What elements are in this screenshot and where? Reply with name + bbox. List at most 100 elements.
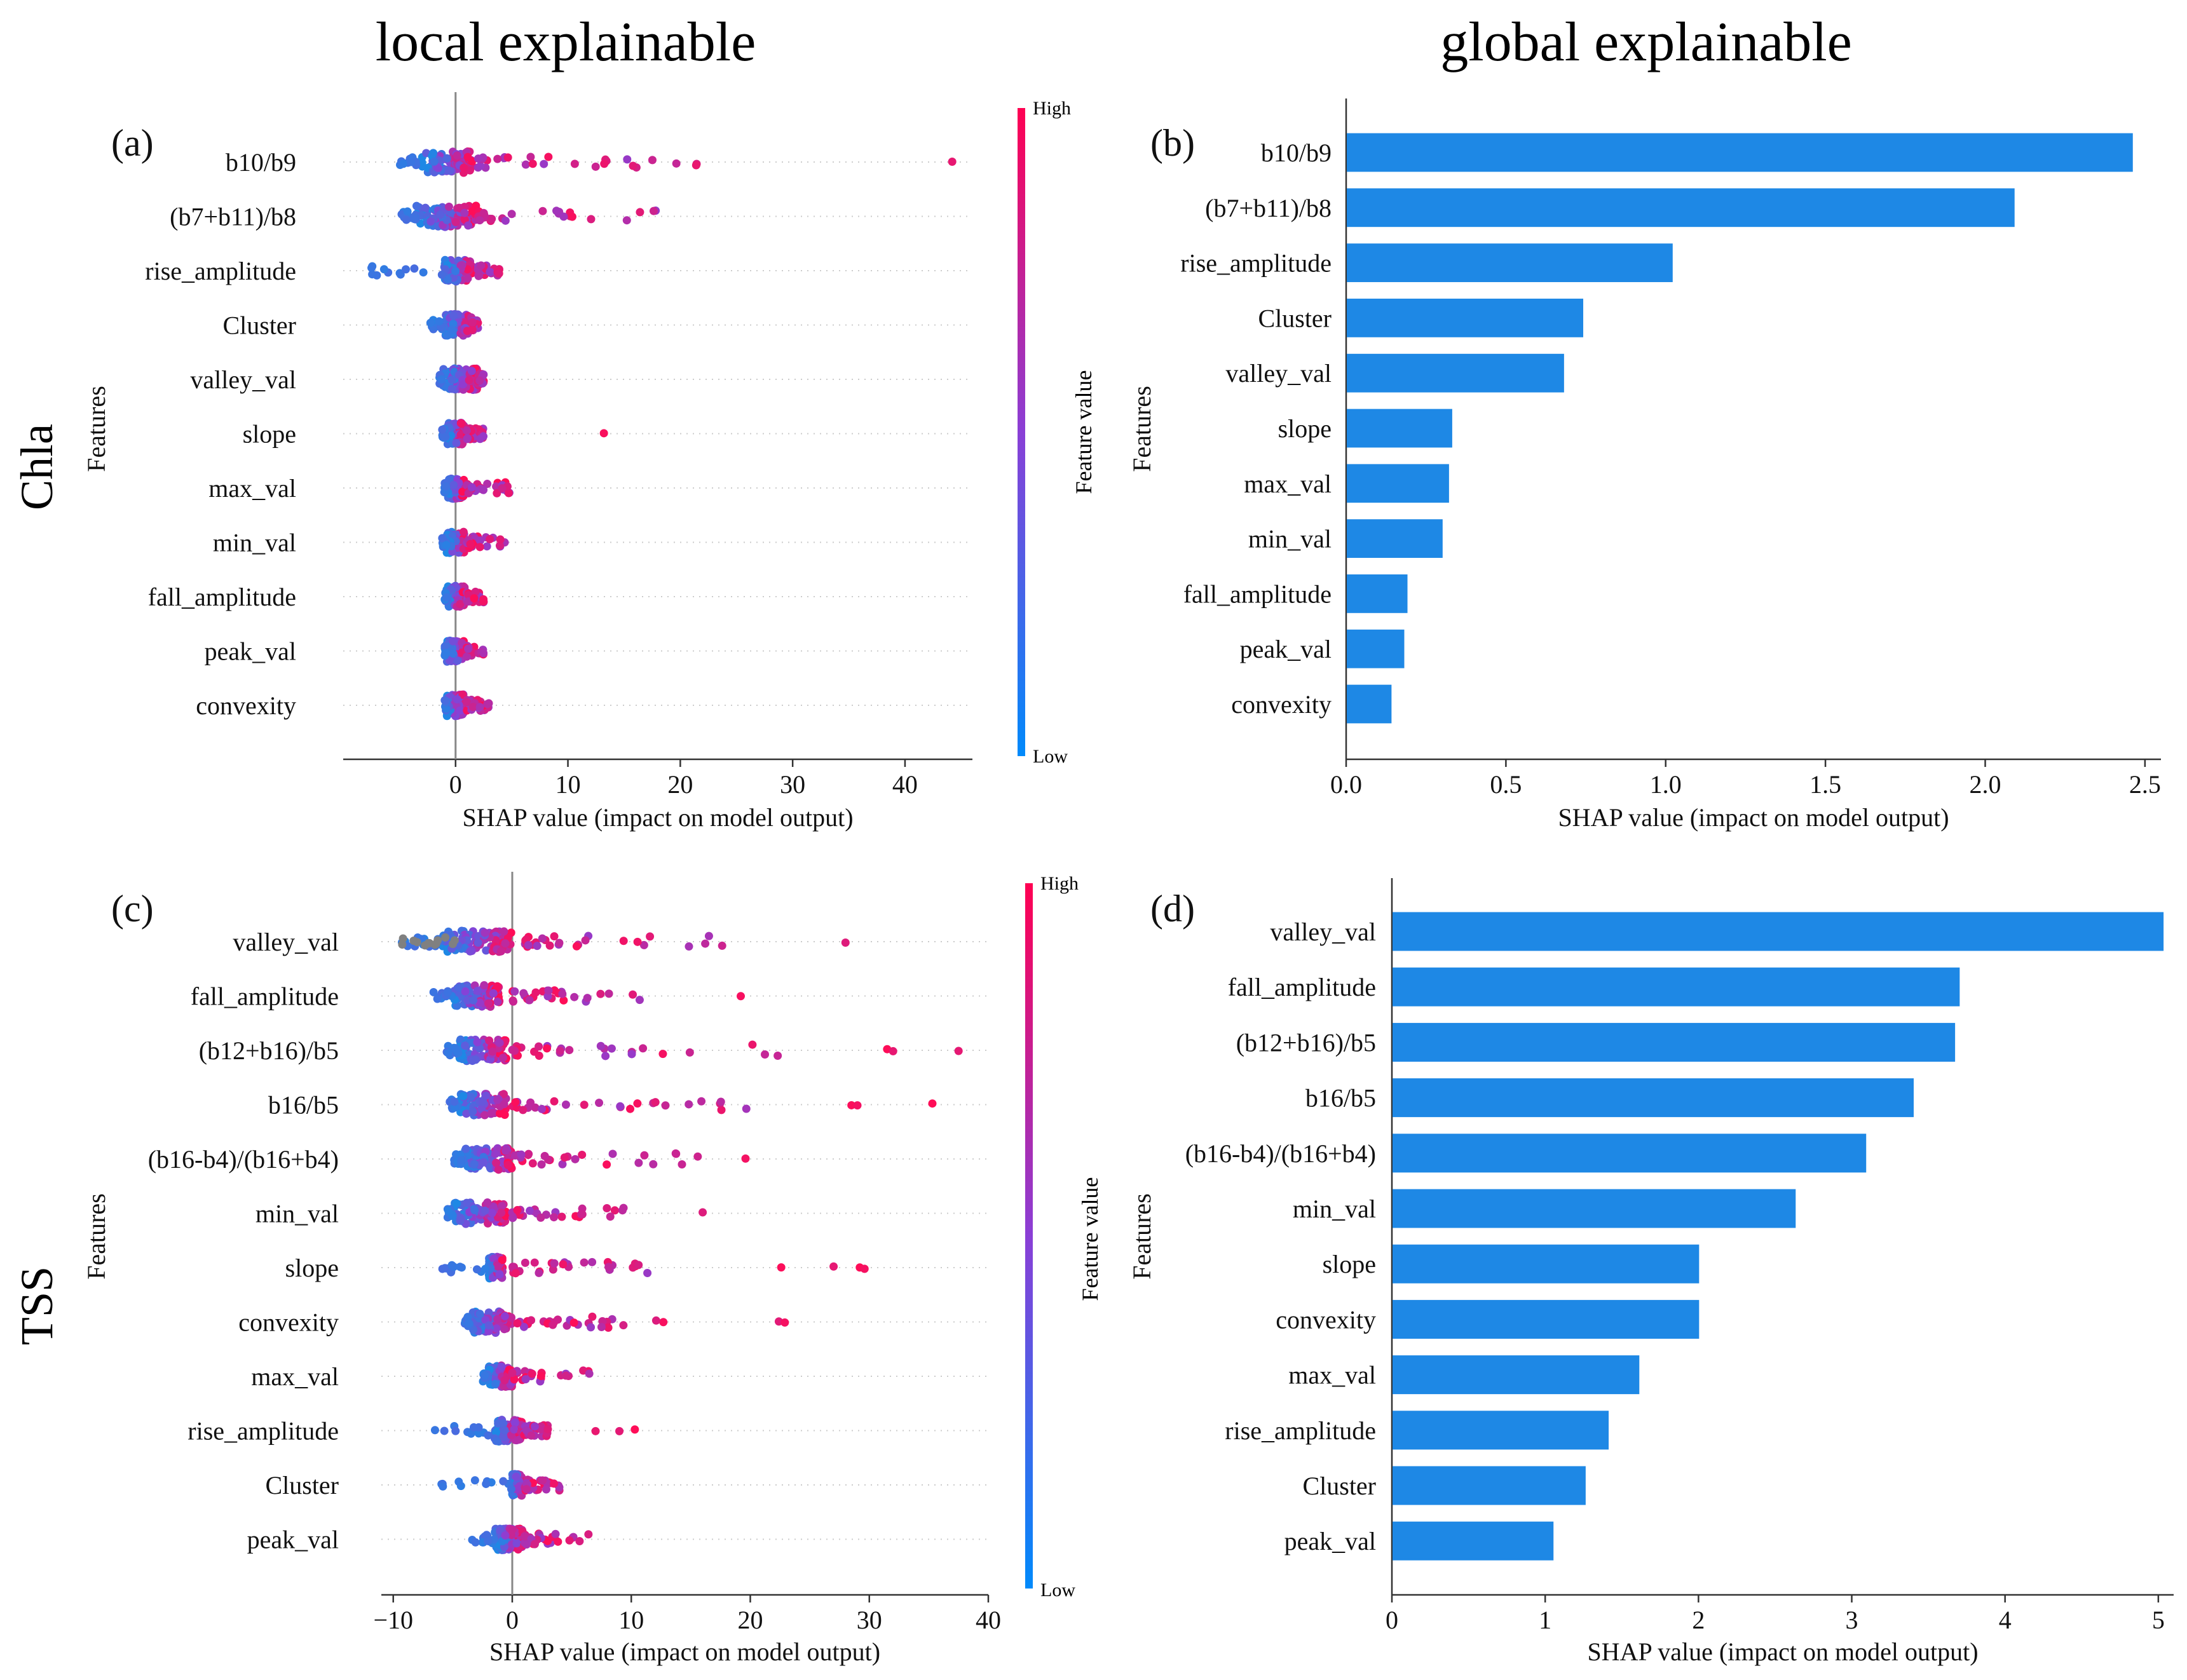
- shap-point: [472, 1265, 481, 1274]
- shap-point: [486, 535, 494, 544]
- shap-point: [508, 1369, 517, 1378]
- shap-point: [496, 535, 505, 544]
- panel-b-global-chla: (b) 0.0 0.5 1.0 1.5 2.0 2.5 SHAP value (impact …: [1128, 98, 2161, 832]
- bar: [1347, 188, 2015, 227]
- shap-point: [461, 1144, 470, 1153]
- shap-point: [500, 1110, 509, 1119]
- y-axis-label: Features: [82, 386, 111, 472]
- feature-label: Cluster: [222, 311, 296, 340]
- shap-point: [453, 151, 461, 160]
- shap-point: [459, 1092, 468, 1101]
- x-axis-label: SHAP value (impact on model output): [1558, 803, 1949, 832]
- shap-point: [545, 941, 554, 950]
- shap-point: [470, 1206, 479, 1215]
- shap-point: [512, 1539, 521, 1548]
- feature-row-dots: [446, 1090, 937, 1120]
- shap-point: [658, 1050, 667, 1059]
- category-label: (b12+b16)/b5: [1236, 1028, 1376, 1057]
- shap-point: [538, 207, 547, 215]
- panel-c-local-tss: (c) −10 0 10 20 30 40 SHAP value (impact on mod…: [82, 872, 1001, 1666]
- shap-point: [463, 152, 472, 161]
- feature-label: (b7+b11)/b8: [170, 203, 296, 231]
- shap-point: [504, 489, 513, 498]
- panel-label: (d): [1150, 888, 1195, 930]
- shap-point: [499, 1419, 508, 1428]
- shap-point: [701, 939, 710, 948]
- shap-point: [510, 1375, 519, 1384]
- shap-point: [526, 152, 535, 161]
- feature-row-dots: [438, 527, 509, 557]
- shap-point: [597, 1322, 606, 1331]
- x-axis-label: SHAP value (impact on model output): [462, 803, 853, 832]
- shap-point: [550, 1479, 559, 1488]
- shap-point: [527, 1431, 536, 1440]
- shap-point: [493, 997, 502, 1006]
- shap-point: [412, 201, 421, 210]
- shap-point: [487, 215, 496, 224]
- shap-point: [462, 1109, 471, 1118]
- feature-row-dots: [440, 636, 488, 666]
- shap-point: [479, 485, 488, 494]
- shap-point: [483, 480, 492, 489]
- shap-point: [429, 149, 438, 158]
- shap-point: [489, 989, 498, 998]
- colorbar-gradient: [1018, 108, 1025, 756]
- shap-point: [587, 215, 596, 224]
- shap-point: [468, 703, 477, 712]
- shap-point: [498, 1256, 507, 1264]
- shap-point: [538, 1476, 547, 1485]
- shap-point: [623, 155, 632, 164]
- feature-label: min_val: [255, 1200, 339, 1228]
- shap-point: [550, 932, 559, 941]
- column-title-global: global explainable: [1440, 11, 1852, 73]
- shap-point: [498, 1053, 507, 1062]
- shap-point: [460, 208, 469, 217]
- shap-point: [493, 1262, 502, 1271]
- shap-point: [650, 207, 658, 215]
- shap-point: [853, 1101, 862, 1110]
- shap-point: [570, 159, 579, 168]
- shap-point: [659, 1318, 668, 1327]
- shap-point: [649, 1160, 658, 1169]
- shap-point: [479, 432, 488, 441]
- shap-point: [536, 1372, 545, 1381]
- feature-row-dots: [438, 1252, 869, 1283]
- shap-point: [463, 698, 472, 707]
- shap-point: [577, 1210, 586, 1219]
- shap-point: [591, 1426, 600, 1435]
- shap-point: [480, 928, 489, 937]
- shap-point: [494, 1165, 503, 1174]
- shap-point: [470, 1476, 479, 1485]
- bar: [1347, 629, 1405, 668]
- shap-point: [685, 1100, 693, 1109]
- shap-point: [451, 1426, 460, 1435]
- shap-point: [493, 1437, 501, 1446]
- shap-point: [511, 1269, 520, 1278]
- bar: [1393, 1355, 1640, 1395]
- shap-point: [497, 1362, 506, 1371]
- shap-point: [447, 325, 456, 334]
- shap-point: [672, 159, 681, 168]
- bar: [1393, 1411, 1609, 1450]
- shap-point: [477, 1104, 486, 1113]
- category-label: max_val: [1244, 470, 1332, 498]
- shap-point: [635, 996, 644, 1005]
- x-tick-label: 40: [976, 1606, 1001, 1634]
- shap-point: [467, 1429, 475, 1438]
- shap-point: [399, 934, 407, 943]
- category-label: Cluster: [1302, 1472, 1376, 1500]
- feature-row-dots: [468, 1524, 593, 1554]
- shap-point: [536, 1425, 545, 1433]
- shap-point: [530, 1258, 539, 1267]
- shap-point: [607, 1044, 616, 1053]
- shap-point: [548, 1265, 557, 1274]
- shap-point: [426, 217, 435, 226]
- shap-point: [595, 1099, 604, 1108]
- shap-point: [442, 482, 451, 491]
- category-label: b10/b9: [1261, 139, 1332, 167]
- feature-row-dots: [450, 1144, 750, 1174]
- colorbar-title: Feature value: [1071, 370, 1096, 494]
- shap-point: [493, 1315, 502, 1324]
- panel-label: (a): [111, 122, 154, 164]
- shap-point: [841, 938, 850, 947]
